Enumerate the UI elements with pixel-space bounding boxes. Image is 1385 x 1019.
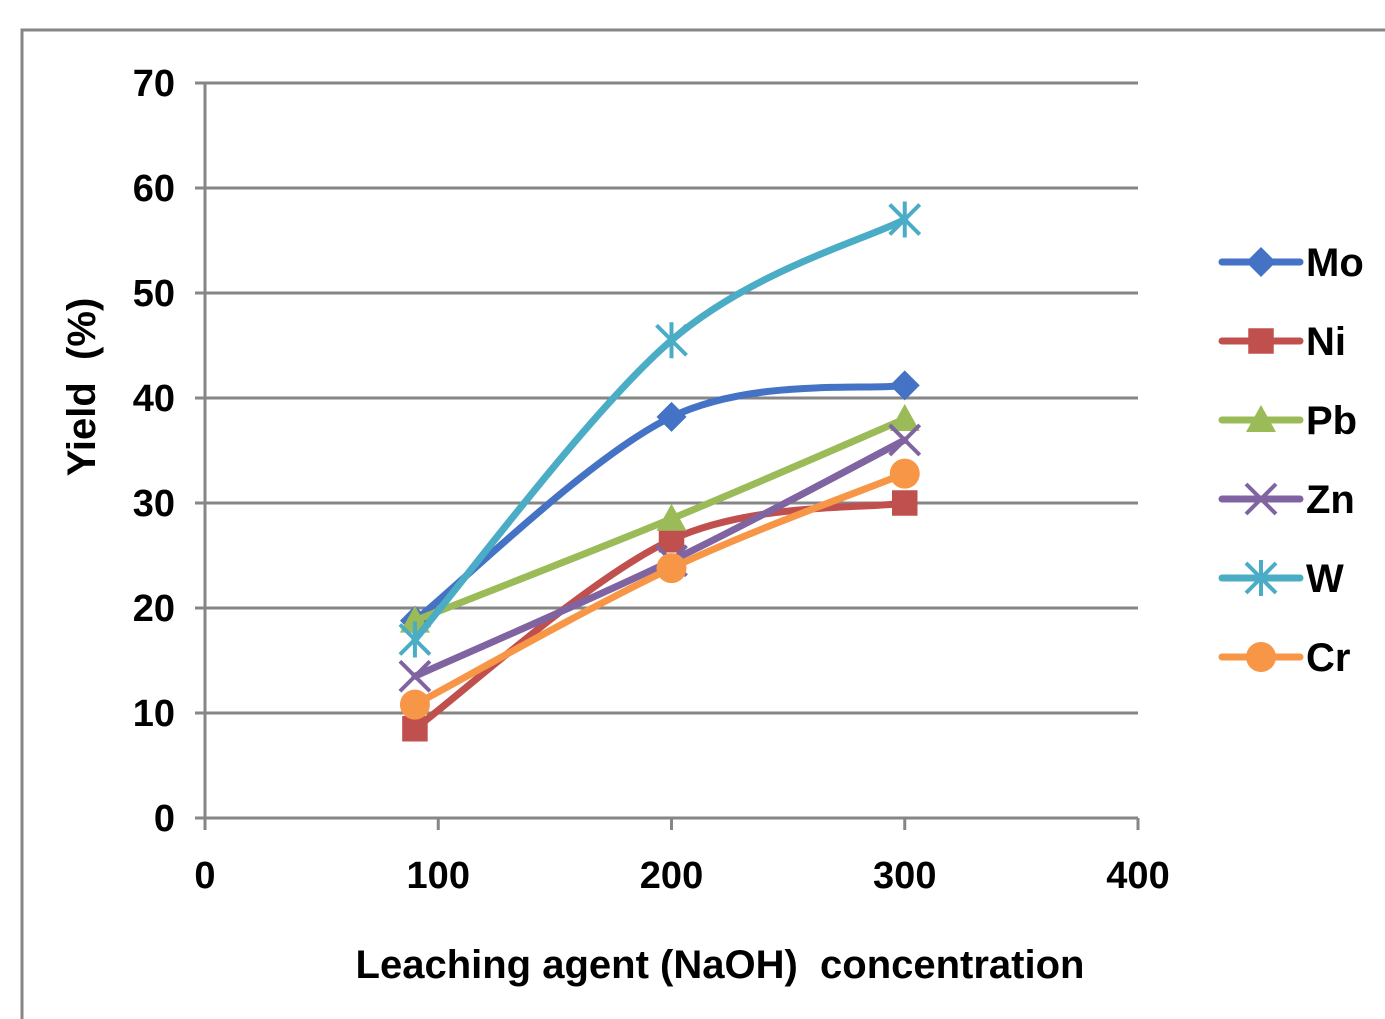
x-axis-title: Leaching agent (NaOH) concentration [356, 943, 1085, 987]
data-point-diamond [656, 401, 687, 432]
data-point-circle [889, 458, 920, 489]
data-point-triangle [1246, 405, 1276, 432]
data-point-diamond [1246, 247, 1276, 277]
y-axis-title: Yield (%) [60, 298, 104, 477]
data-point-square [402, 716, 428, 742]
series-cr [399, 458, 920, 720]
series-ni [402, 490, 918, 742]
x-tick-label: 200 [640, 855, 703, 897]
data-point-triangle [656, 503, 687, 531]
legend-label: Cr [1306, 636, 1350, 680]
data-point-star [398, 621, 432, 658]
data-point-square [658, 527, 685, 553]
legend-label: Ni [1306, 320, 1346, 364]
y-tick-label: 40 [133, 378, 175, 420]
y-tick-label: 10 [133, 693, 175, 735]
series-w [398, 201, 922, 658]
legend-entry-w: W [1218, 557, 1344, 601]
x-tick-label: 300 [873, 855, 936, 897]
data-point-star [888, 201, 922, 238]
axes: 0 10 20 30 40 50 60 70 0 100 200 300 400 [133, 63, 1170, 897]
legend-entry-cr: Cr [1218, 636, 1350, 680]
x-tick-label: 400 [1106, 855, 1169, 897]
y-tick-label: 30 [133, 483, 175, 525]
marker-stroke [888, 423, 922, 457]
legend-entry-ni: Ni [1218, 320, 1346, 364]
legend-entry-zn: Zn [1218, 478, 1355, 522]
x-tick-label: 0 [194, 855, 215, 897]
legend-label: Pb [1306, 399, 1357, 443]
data-point-circle [399, 689, 430, 720]
legend-label: Zn [1306, 478, 1355, 522]
marker-stroke [1244, 482, 1278, 516]
data-point-x [888, 423, 922, 457]
y-tick-label: 50 [133, 273, 175, 315]
data-point-square [1248, 328, 1274, 354]
y-tick-label: 0 [154, 798, 175, 840]
y-tick-label: 70 [133, 63, 175, 105]
data-point-square [892, 490, 918, 516]
y-tick-label: 20 [133, 588, 175, 630]
data-point-star [1244, 560, 1278, 596]
series [398, 201, 922, 742]
legend: Mo Ni Pb Zn W Cr [1218, 241, 1364, 680]
data-point-circle [656, 553, 687, 584]
marker-stroke [398, 659, 432, 693]
x-tick-label: 100 [407, 855, 470, 897]
data-point-diamond [889, 370, 920, 401]
legend-label: W [1306, 557, 1344, 601]
data-point-circle [1246, 642, 1276, 672]
y-tick-label: 60 [133, 168, 175, 210]
legend-entry-pb: Pb [1218, 399, 1357, 443]
data-point-triangle [889, 404, 920, 431]
data-point-x [398, 659, 432, 693]
legend-label: Mo [1306, 241, 1364, 285]
data-point-x [1244, 482, 1278, 516]
data-point-star [655, 322, 688, 359]
legend-entry-mo: Mo [1218, 241, 1364, 285]
